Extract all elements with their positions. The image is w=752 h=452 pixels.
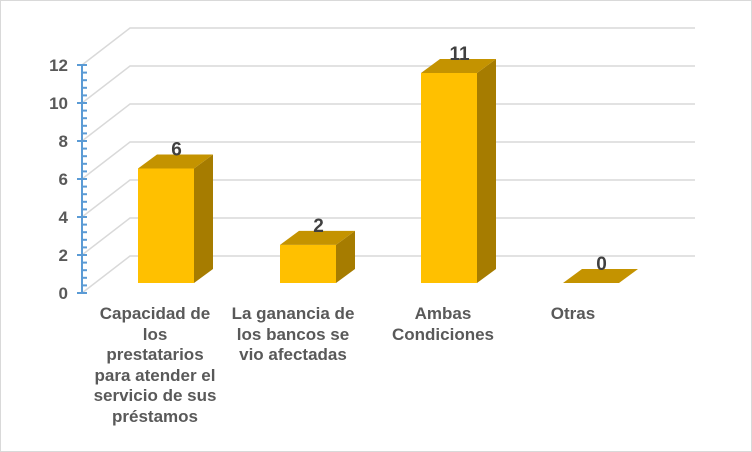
- data-label: 6: [171, 139, 182, 160]
- x-label-1: Capacidad de los prestatarios para atend…: [93, 304, 217, 426]
- gridline: [81, 141, 695, 180]
- data-label: 2: [313, 216, 324, 237]
- data-label: 11: [449, 44, 470, 65]
- bar: 2: [280, 216, 355, 283]
- gridline: [81, 179, 695, 218]
- gridline: [81, 27, 695, 66]
- gridline: [81, 255, 695, 294]
- y-tick-label: 4: [59, 208, 69, 227]
- y-tick-label: 6: [59, 170, 68, 189]
- bar: 11: [421, 44, 496, 283]
- y-tick-label: 2: [59, 246, 68, 265]
- y-axis: 0 2 4 6 8 10 12: [49, 56, 87, 303]
- bar: 0: [563, 254, 638, 283]
- gridline: [81, 217, 695, 256]
- x-label-3: Ambas Condiciones: [391, 304, 494, 344]
- x-label-2: La ganancia de los bancos se vio afectad…: [231, 304, 355, 364]
- gridlines: [81, 27, 695, 294]
- x-label-4: Otras: [550, 304, 596, 323]
- y-tick-label: 12: [49, 56, 68, 75]
- gridline: [81, 103, 695, 142]
- gridline: [81, 65, 695, 104]
- y-tick-label: 10: [49, 94, 68, 113]
- data-label: 0: [596, 254, 607, 275]
- y-tick-label: 8: [59, 132, 68, 151]
- y-tick-label: 0: [59, 284, 68, 303]
- bar: 6: [138, 139, 213, 283]
- bars: 6 2 11 0: [138, 44, 638, 283]
